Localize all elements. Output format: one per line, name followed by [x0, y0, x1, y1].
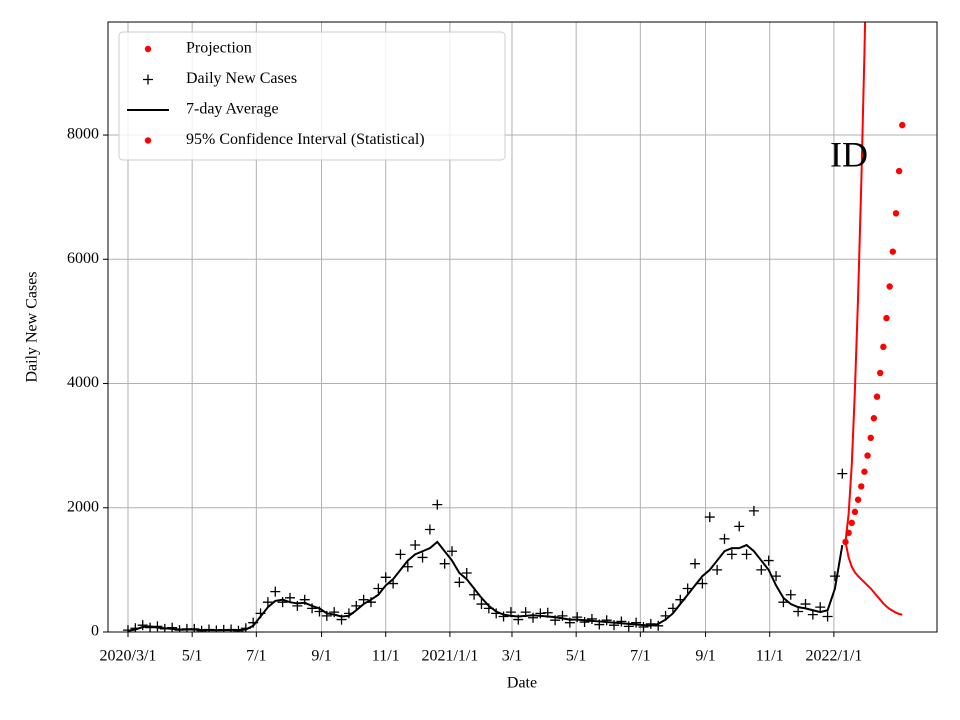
projection-dot	[899, 121, 906, 129]
projection-dot	[883, 314, 890, 322]
case-marker	[432, 499, 443, 510]
case-marker	[712, 564, 723, 575]
case-marker	[262, 597, 273, 608]
legend-label: 7-day Average	[186, 101, 279, 118]
ci-lower	[844, 541, 903, 616]
projection-dot	[851, 508, 859, 516]
plot-frame	[107, 21, 938, 633]
case-marker	[829, 571, 840, 582]
y-axis-label: Daily New Cases	[24, 271, 41, 382]
y-tick-label: 4000	[67, 374, 99, 391]
case-marker	[822, 611, 833, 622]
y-tick-label: 2000	[67, 498, 99, 515]
case-marker	[741, 549, 752, 560]
legend-box	[118, 31, 506, 161]
x-tick-label: 11/1	[372, 648, 400, 665]
case-marker	[756, 564, 767, 575]
legend-marker	[144, 137, 152, 144]
projection-dot	[895, 167, 903, 175]
x-tick-label: 3/1	[502, 648, 522, 665]
case-marker	[704, 512, 715, 523]
case-marker	[373, 583, 384, 594]
case-marker	[417, 552, 428, 563]
case-marker	[410, 540, 421, 551]
projection-dot	[858, 483, 865, 490]
projection-dot	[864, 452, 871, 459]
projection-dot	[892, 210, 900, 217]
x-tick-label: 7/1	[630, 648, 650, 665]
annotation: ID	[830, 134, 868, 174]
case-marker	[616, 616, 627, 627]
case-marker	[785, 589, 796, 600]
case-marker	[439, 558, 450, 569]
case-marker	[793, 606, 804, 617]
case-marker	[837, 468, 848, 479]
case-marker	[682, 583, 693, 594]
legend-label: Daily New Cases	[186, 70, 297, 87]
case-marker	[800, 599, 811, 610]
plot-area	[122, 22, 906, 632]
x-tick-label: 5/1	[566, 648, 586, 665]
projection-dot	[848, 519, 855, 527]
y-tick-label: 8000	[67, 126, 99, 143]
case-marker	[476, 599, 487, 610]
case-marker	[395, 549, 406, 560]
legend-marker	[144, 45, 152, 53]
projection-dot	[854, 496, 862, 503]
case-marker	[690, 558, 701, 569]
case-marker	[498, 611, 509, 622]
case-marker	[638, 622, 649, 632]
case-marker	[734, 521, 745, 532]
case-marker	[601, 615, 612, 626]
legend: Projection Daily New Cases 7-day Average 95…	[118, 31, 506, 161]
projection-dot	[870, 415, 878, 422]
case-marker	[447, 546, 458, 557]
case-marker	[719, 533, 730, 544]
legend-marker	[143, 74, 153, 85]
projection-dot	[873, 393, 881, 400]
projection-dot	[886, 283, 893, 290]
case-marker	[726, 549, 737, 560]
y-tick-label: 6000	[67, 250, 99, 267]
x-tick-label: 2022/1/1	[805, 648, 862, 665]
case-marker	[579, 617, 590, 628]
case-marker	[631, 617, 642, 628]
case-marker	[137, 620, 148, 631]
legend-label: Projection	[186, 40, 252, 57]
ci-upper	[844, 22, 867, 543]
legend-label: 95% Confidence Interval (Statistical)	[186, 131, 425, 148]
projection-dot	[889, 248, 897, 255]
case-marker	[815, 602, 826, 613]
case-marker	[380, 572, 391, 583]
case-marker	[469, 589, 480, 600]
projection-dot	[880, 343, 887, 351]
average-line	[127, 540, 844, 632]
case-marker	[402, 561, 413, 572]
x-tick-label: 7/1	[246, 648, 266, 665]
x-tick-label: 9/1	[311, 648, 331, 665]
projection-dot	[861, 468, 868, 475]
x-tick-label: 9/1	[695, 648, 715, 665]
case-marker	[270, 586, 281, 597]
case-marker	[748, 505, 759, 516]
case-marker	[461, 567, 472, 578]
x-tick-label: 2021/1/1	[421, 648, 478, 665]
case-marker	[424, 524, 435, 535]
projection-dot	[867, 434, 874, 442]
x-tick-label: 5/1	[182, 648, 202, 665]
y-tick-label: 0	[91, 623, 99, 640]
x-axis-label: Date	[507, 675, 537, 692]
case-marker	[586, 613, 597, 624]
x-tick-label: 2020/3/1	[100, 648, 157, 665]
case-marker	[697, 578, 708, 589]
case-marker	[763, 555, 774, 566]
x-tick-label: 11/1	[756, 648, 784, 665]
case-marker	[454, 577, 465, 588]
projection-dot	[876, 369, 884, 377]
